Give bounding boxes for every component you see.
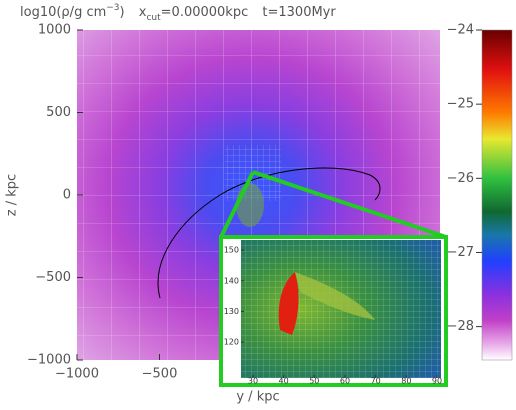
inset-x-tick-label: 80 [401, 377, 411, 386]
inset-filament [278, 272, 299, 335]
inset-x-tick-label: 60 [340, 377, 350, 386]
colorbar-tick-label: −27 [447, 245, 474, 260]
y-tick-label: 1000 [38, 23, 71, 38]
x-tick-label: −1000 [55, 367, 99, 382]
title-part: x [139, 5, 147, 20]
dense-gas [236, 183, 264, 227]
y-tick-label: −1000 [27, 353, 71, 368]
title-part: cut [146, 13, 161, 23]
colorbar-tick-label: −28 [447, 319, 474, 334]
inset-y-tick-label: 120 [224, 338, 239, 347]
title: log10(ρ/g cm−3) xcut=0.00000kpc t=1300My… [20, 3, 336, 23]
y-axis-label: z / kpc [5, 174, 20, 216]
colorbar-tick-label: −24 [447, 23, 474, 38]
title-part: −3 [106, 3, 119, 13]
y-tick-label: 0 [63, 188, 71, 203]
title-part: ) [120, 5, 125, 20]
zoom-lines [219, 170, 447, 239]
y-tick-label: −500 [35, 270, 71, 285]
inset-x-tick-label: 50 [309, 377, 319, 386]
title-part: t=1300Myr [262, 5, 336, 20]
orbit [157, 167, 381, 299]
colorbar [481, 29, 513, 361]
inset-x-tick-label: 30 [248, 377, 258, 386]
inset-x-tick-label: 70 [371, 377, 381, 386]
title-part: =0.00000kpc [161, 5, 249, 20]
colorbar-tick-label: −26 [447, 171, 474, 186]
inset-y-tick-label: 140 [224, 276, 239, 285]
x-axis-label: y / kpc [236, 390, 279, 405]
y-tick-label: 500 [46, 105, 71, 120]
x-tick-label: −500 [142, 367, 178, 382]
inset-x-tick-label: 40 [279, 377, 289, 386]
inset-x-tick-label: 90 [432, 377, 442, 386]
inset-y-tick-label: 150 [224, 246, 239, 255]
colorbar-tick-label: −25 [447, 97, 474, 112]
title-part: log10(ρ/g cm [20, 5, 106, 20]
inset-tail [295, 272, 375, 320]
inset-y-tick-label: 130 [224, 307, 239, 316]
